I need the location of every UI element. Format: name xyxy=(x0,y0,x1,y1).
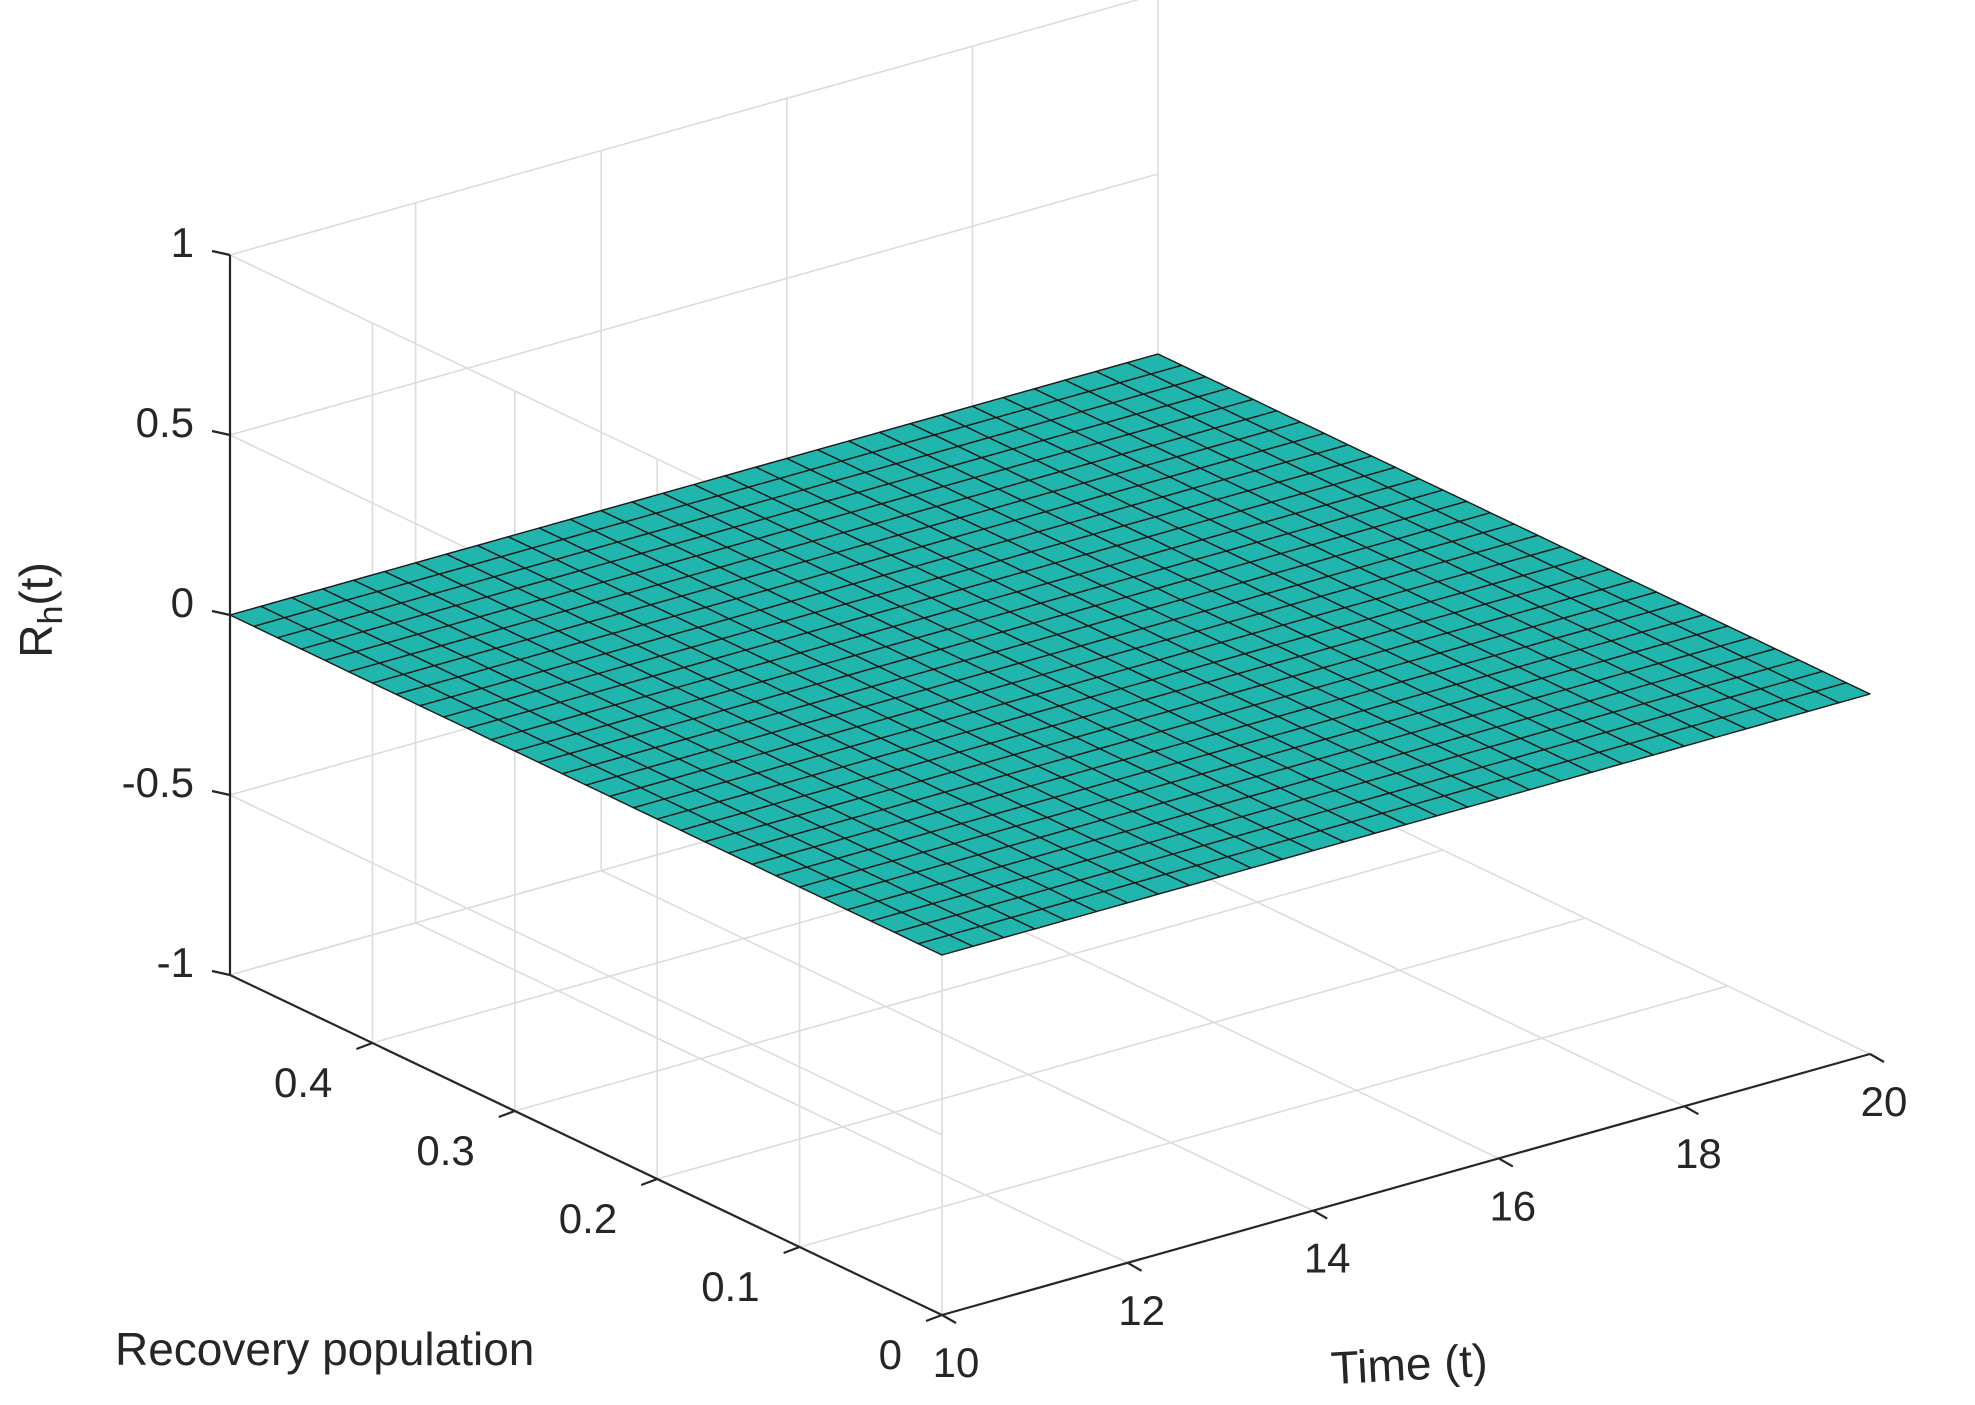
z-axis-label-base: R xyxy=(10,625,62,658)
y-axis-line xyxy=(229,974,943,1316)
z-tick-mark xyxy=(211,969,231,977)
z-tick-label: 1 xyxy=(171,219,194,266)
grid-line xyxy=(229,794,943,1136)
z-tick-label: -0.5 xyxy=(122,759,194,806)
y-tick-label: 0.2 xyxy=(559,1195,617,1242)
axes xyxy=(211,249,1885,1324)
y-tick-label: 0 xyxy=(879,1331,902,1378)
x-tick-label: 20 xyxy=(1861,1078,1908,1125)
grid-line xyxy=(415,922,1128,1264)
x-tick-label: 16 xyxy=(1489,1182,1536,1229)
x-tick-label: 12 xyxy=(1118,1287,1165,1334)
x-tick-mark xyxy=(1312,1209,1328,1220)
z-tick-label: -1 xyxy=(157,939,194,986)
surface-mesh xyxy=(229,353,1871,956)
z-tick-mark xyxy=(211,609,231,617)
x-axis-line xyxy=(941,1052,1871,1317)
z-tick-mark xyxy=(211,429,231,437)
x-tick-mark xyxy=(941,1314,957,1324)
grid-line xyxy=(799,985,1728,1248)
y-tick-mark xyxy=(356,1041,373,1051)
z-tick-label: 0 xyxy=(171,579,194,626)
y-tick-mark xyxy=(498,1109,516,1119)
z-axis-label: Rh(t) xyxy=(10,562,70,658)
x-tick-mark xyxy=(1869,1053,1885,1063)
z-axis-label-suffix: (t) xyxy=(10,562,62,605)
grid-line xyxy=(514,849,1444,1112)
grid-line xyxy=(600,869,1314,1212)
y-tick-label: 0.1 xyxy=(701,1263,759,1310)
grid-line xyxy=(656,917,1586,1180)
x-tick-mark xyxy=(1498,1157,1514,1168)
y-tick-label: 0.3 xyxy=(416,1127,474,1174)
x-tick-mark xyxy=(1683,1105,1699,1116)
z-axis-label-sub: h xyxy=(32,606,70,625)
y-tick-mark xyxy=(783,1245,800,1255)
grid-line xyxy=(229,173,1159,436)
z-tick-mark xyxy=(211,789,231,797)
y-tick-mark xyxy=(640,1177,658,1187)
grid-line xyxy=(229,0,1140,256)
y-axis-label: Recovery population xyxy=(115,1323,534,1375)
x-tick-label: 10 xyxy=(933,1339,980,1386)
x-axis-label: Time (t) xyxy=(1330,1334,1489,1394)
x-tick-mark xyxy=(1127,1261,1143,1272)
z-tick-label: 0.5 xyxy=(136,399,194,446)
x-tick-label: 18 xyxy=(1675,1130,1722,1177)
z-tick-mark xyxy=(211,249,231,257)
y-tick-label: 0.4 xyxy=(274,1059,332,1106)
x-tick-label: 14 xyxy=(1304,1235,1351,1282)
y-tick-mark xyxy=(925,1313,943,1323)
surface-cell xyxy=(1126,353,1183,375)
tick-labels: 10 12 14 16 18 20 0 0.1 0.2 0.3 0.4 -1 -0.5 0 0.5 1 xyxy=(122,219,1908,1386)
